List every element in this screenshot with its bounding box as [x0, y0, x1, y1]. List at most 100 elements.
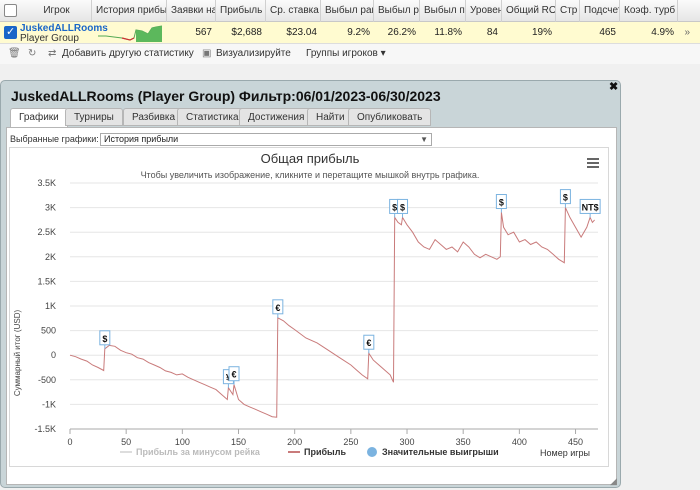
y-tick-label: -1.5K: [34, 424, 56, 434]
col-early-out[interactable]: Выбыл раньше: [321, 0, 374, 22]
player-name[interactable]: JuskedALLRooms: [20, 23, 108, 34]
marker-box: [228, 366, 240, 382]
grid-header: Игрок История прибыли Заявки на Прибыль …: [0, 0, 700, 22]
cell-early-out: 9.2%: [347, 27, 370, 38]
chart-title: Общая прибыль: [261, 151, 360, 166]
table-row[interactable]: JuskedALLRooms Player Group 567 $2,688 $…: [0, 22, 700, 44]
chart-container[interactable]: Общая прибыль Чтобы увеличить изображени…: [9, 147, 609, 467]
big-win-marker: €: [272, 299, 284, 318]
x-tick-label: 450: [568, 437, 583, 447]
row-checkbox[interactable]: [4, 25, 17, 39]
marker-label: NT$: [582, 202, 599, 212]
delete-icon[interactable]: 🗑: [8, 48, 21, 59]
add-stats-button[interactable]: Добавить другую статистику: [62, 48, 194, 59]
profit-sparkline[interactable]: [96, 24, 164, 42]
col-player[interactable]: Игрок: [18, 0, 92, 22]
marker-box: [272, 299, 284, 315]
legend-item[interactable]: Прибыль: [288, 447, 346, 457]
chevron-down-icon: ▼: [420, 135, 428, 144]
chart-subtitle: Чтобы увеличить изображение, кликните и …: [141, 170, 480, 180]
cell-entries: 567: [195, 27, 212, 38]
x-tick-label: 100: [175, 437, 190, 447]
cell-profit: $2,688: [231, 27, 262, 38]
tab-breakdown[interactable]: Разбивка: [123, 108, 185, 126]
marker-box: [397, 198, 409, 214]
col-count[interactable]: Подсчет: [580, 0, 620, 22]
col-entries[interactable]: Заявки на: [167, 0, 216, 22]
y-tick-label: 1K: [45, 301, 56, 311]
y-tick-label: -1K: [42, 399, 56, 409]
chart-icon[interactable]: ▣: [202, 48, 212, 59]
big-win-marker: $: [99, 330, 111, 349]
x-tick-label: 0: [67, 437, 72, 447]
marker-box: [99, 330, 111, 346]
tab-statistics[interactable]: Статистика: [177, 108, 248, 126]
y-axis-label: Суммарный итог (USD): [13, 310, 22, 397]
tab-publish[interactable]: Опубликовать: [348, 108, 432, 126]
visualize-button[interactable]: Визуализируйте: [216, 48, 291, 59]
col-turbo[interactable]: Коэф. турб: [620, 0, 678, 22]
cell-level: 84: [486, 27, 498, 38]
marker-label: $: [392, 202, 397, 212]
graph-select-value: История прибыли: [104, 134, 179, 144]
big-win-marker: NT$: [579, 198, 601, 218]
marker-box: [559, 189, 571, 205]
y-tick-label: 3K: [45, 203, 56, 213]
select-all-checkbox[interactable]: [4, 4, 17, 17]
player-groups-button[interactable]: Группы игроков ▾: [306, 47, 386, 61]
cell-early: 26.2%: [387, 27, 416, 38]
profit-chart[interactable]: Общая прибыль Чтобы увеличить изображени…: [10, 148, 610, 468]
col-early[interactable]: Выбыл рано: [374, 0, 420, 22]
tab-achievements[interactable]: Достижения: [239, 108, 314, 126]
marker-label: ¥: [226, 373, 231, 383]
col-profit-history[interactable]: История прибыли: [92, 0, 167, 22]
refresh-icon[interactable]: ↻: [28, 48, 37, 59]
col-roi[interactable]: Общий ROI: [502, 0, 556, 22]
cell-avg-stake: $23.04: [286, 27, 317, 38]
tab-find[interactable]: Найти: [307, 108, 354, 126]
chart-menu-icon[interactable]: [587, 158, 599, 168]
big-win-marker: $: [495, 194, 507, 213]
col-profit[interactable]: Прибыль: [216, 0, 266, 22]
graph-select[interactable]: История прибыли ▼: [100, 133, 432, 146]
y-tick-label: 2.5K: [37, 227, 56, 237]
series-profit-line: [69, 207, 595, 418]
x-tick-label: 250: [343, 437, 358, 447]
cell-roi: 19%: [531, 27, 552, 38]
marker-label: €: [232, 370, 237, 380]
marker-box: [495, 194, 507, 210]
y-tick-label: 500: [41, 326, 56, 336]
stats-icon[interactable]: ⇄: [48, 48, 57, 59]
expand-row-icon[interactable]: »: [684, 27, 690, 38]
col-avg-stake[interactable]: Ср. ставка: [266, 0, 321, 22]
col-level[interactable]: Уровень: [466, 0, 502, 22]
col-str[interactable]: Стр: [556, 0, 580, 22]
player-groups-label: Группы игроков: [306, 48, 378, 59]
x-tick-label: 400: [512, 437, 527, 447]
legend-label: Прибыль: [304, 447, 346, 457]
cell-late: 11.8%: [434, 27, 462, 38]
y-tick-label: 0: [51, 350, 56, 360]
x-tick-label: 300: [400, 437, 415, 447]
close-icon[interactable]: ✖: [609, 81, 619, 93]
x-tick-label: 200: [287, 437, 302, 447]
marker-label: €: [275, 303, 280, 313]
tab-graphs[interactable]: Графики: [10, 108, 68, 128]
big-win-marker: $: [397, 198, 409, 218]
y-tick-label: 2K: [45, 252, 56, 262]
marker-label: $: [102, 334, 107, 344]
player-group: Player Group: [20, 33, 79, 44]
grid-toolbar: 🗑 ↻ ⇄ Добавить другую статистику ▣ Визуа…: [0, 44, 700, 64]
player-cell[interactable]: JuskedALLRooms Player Group: [20, 24, 108, 44]
resize-handle-icon[interactable]: ◢: [610, 476, 617, 486]
legend-item[interactable]: Значительные выигрыши: [367, 447, 499, 457]
marker-label: $: [400, 202, 405, 212]
col-late[interactable]: Выбыл поздно: [420, 0, 466, 22]
chart-legend: Прибыль за минусом рейка Прибыль Значитель…: [120, 447, 499, 457]
tab-tournaments[interactable]: Турниры: [65, 108, 123, 126]
big-win-marker: $: [559, 189, 571, 208]
y-tick-label: 3.5K: [37, 178, 56, 188]
marker-label: $: [563, 193, 568, 203]
legend-item[interactable]: Прибыль за минусом рейка: [120, 447, 261, 457]
marker-box: [363, 334, 375, 350]
